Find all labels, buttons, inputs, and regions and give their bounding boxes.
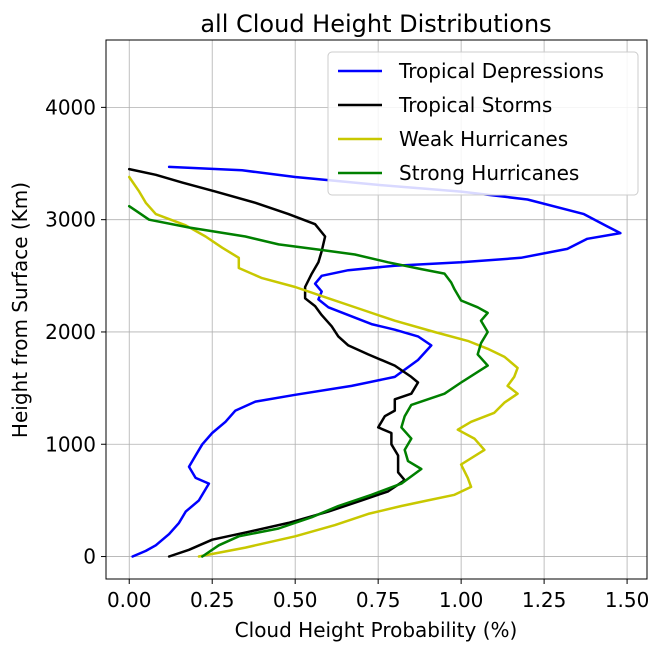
y-axis-label: Height from Surface (Km) [8, 182, 32, 438]
x-tick-label: 0.25 [190, 588, 235, 612]
chart-title: all Cloud Height Distributions [200, 10, 551, 38]
series-line-0 [131, 165, 622, 558]
series-layer [127, 165, 622, 558]
series-line-1 [127, 167, 420, 558]
legend-label-2: Weak Hurricanes [399, 127, 568, 151]
y-tick-label: 3000 [45, 208, 96, 232]
legend-box [327, 51, 639, 196]
y-tick-label: 1000 [45, 432, 96, 456]
y-tick-label: 4000 [45, 95, 96, 119]
x-tick-label: 0.00 [107, 588, 152, 612]
plot-frame [105, 39, 648, 580]
x-tick-label: 0.50 [273, 588, 318, 612]
x-tick-label: 1.00 [439, 588, 484, 612]
y-tick-label: 2000 [45, 320, 96, 344]
legend: Tropical Depressions Tropical Storms Weak … [327, 51, 639, 196]
ticks: 0.00 0.25 0.50 0.75 1.00 1.25 1.50 0 1000 2000 300… [45, 95, 649, 612]
series-line-3 [127, 204, 489, 558]
series-line-2 [127, 175, 519, 558]
x-tick-label: 1.25 [522, 588, 567, 612]
grid [106, 40, 647, 579]
legend-label-3: Strong Hurricanes [399, 161, 579, 185]
legend-label-1: Tropical Storms [398, 93, 552, 117]
x-tick-label: 1.50 [605, 588, 650, 612]
x-tick-label: 0.75 [356, 588, 401, 612]
y-tick-label: 0 [83, 545, 96, 569]
x-axis-label: Cloud Height Probability (%) [235, 618, 518, 642]
legend-label-0: Tropical Depressions [398, 59, 604, 83]
